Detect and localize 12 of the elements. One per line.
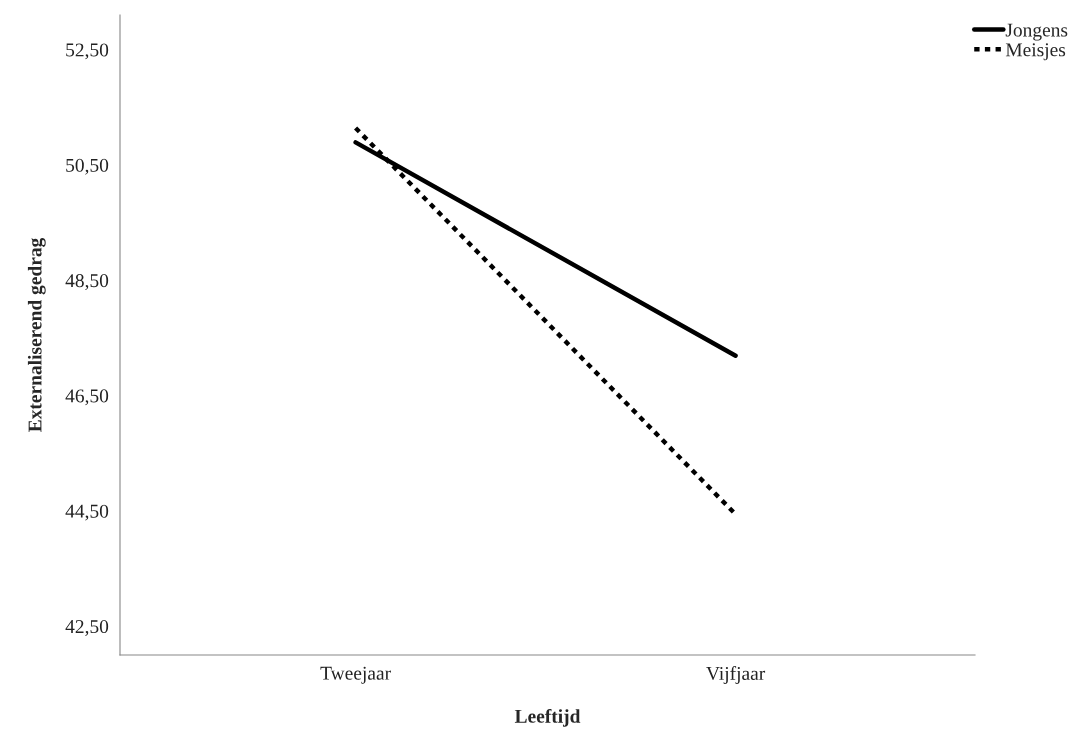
y-tick-label: 42,50 [65, 619, 109, 636]
x-axis-title: Leeftijd [514, 708, 581, 727]
y-tick-label: 46,50 [65, 389, 109, 406]
y-tick-label: 44,50 [65, 504, 109, 521]
x-tick-label: Tweejaar [320, 666, 391, 684]
y-tick-label: 52,50 [66, 43, 109, 60]
y-tick-label: 50,50 [66, 158, 109, 175]
legend-label: Jongens [1005, 23, 1068, 41]
x-tick-label: Vijfjaar [706, 666, 766, 684]
y-tick-label: 48,50 [65, 274, 109, 290]
legend-label: Meisjes [1005, 43, 1066, 61]
y-axis-title: Externaliserend gedrag [27, 237, 46, 432]
